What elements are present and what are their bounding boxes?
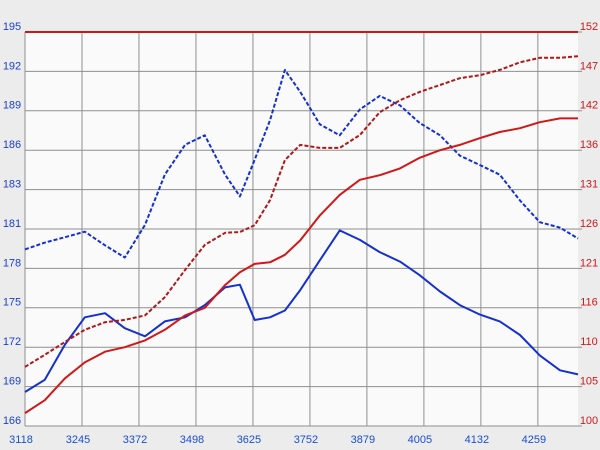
data-line	[24, 55, 579, 368]
y-tick-label: 175	[3, 297, 21, 309]
y2-tick-label: 142	[580, 100, 598, 112]
x-tick-label: 4132	[465, 434, 489, 446]
data-line	[24, 229, 579, 393]
x-tick-label: 3498	[180, 434, 204, 446]
y-tick-label: 183	[3, 179, 21, 191]
x-tick-label: 4259	[522, 434, 546, 446]
x-tick-label: 3245	[66, 434, 90, 446]
x-tick-label: 3879	[351, 434, 375, 446]
y2-tick-label: 136	[580, 139, 598, 151]
y-tick-label: 189	[3, 100, 21, 112]
x-tick-label: 3118	[9, 434, 33, 446]
y2-tick-label: 152	[580, 21, 598, 33]
x-tick-label: 3752	[294, 434, 318, 446]
y-tick-label: 172	[3, 336, 21, 348]
x-tick-label: 3625	[237, 434, 261, 446]
y-tick-label: 169	[3, 376, 21, 388]
y-tick-label: 192	[3, 60, 21, 72]
y2-tick-label: 126	[580, 218, 598, 230]
y-tick-label: 178	[3, 257, 21, 269]
y-tick-label: 186	[3, 139, 21, 151]
y2-tick-label: 121	[580, 257, 598, 269]
y2-tick-label: 100	[580, 415, 598, 427]
y2-tick-label: 131	[580, 179, 598, 191]
x-tick-label: 3372	[123, 434, 147, 446]
y-tick-label: 181	[3, 218, 21, 230]
y2-tick-label: 110	[580, 336, 598, 348]
y2-tick-label: 105	[580, 376, 598, 388]
y2-tick-label: 147	[580, 60, 598, 72]
y-tick-label: 195	[3, 21, 21, 33]
x-tick-label: 4005	[408, 434, 432, 446]
y-tick-label: 166	[3, 415, 21, 427]
y2-tick-label: 116	[580, 297, 598, 309]
data-line	[24, 117, 578, 414]
